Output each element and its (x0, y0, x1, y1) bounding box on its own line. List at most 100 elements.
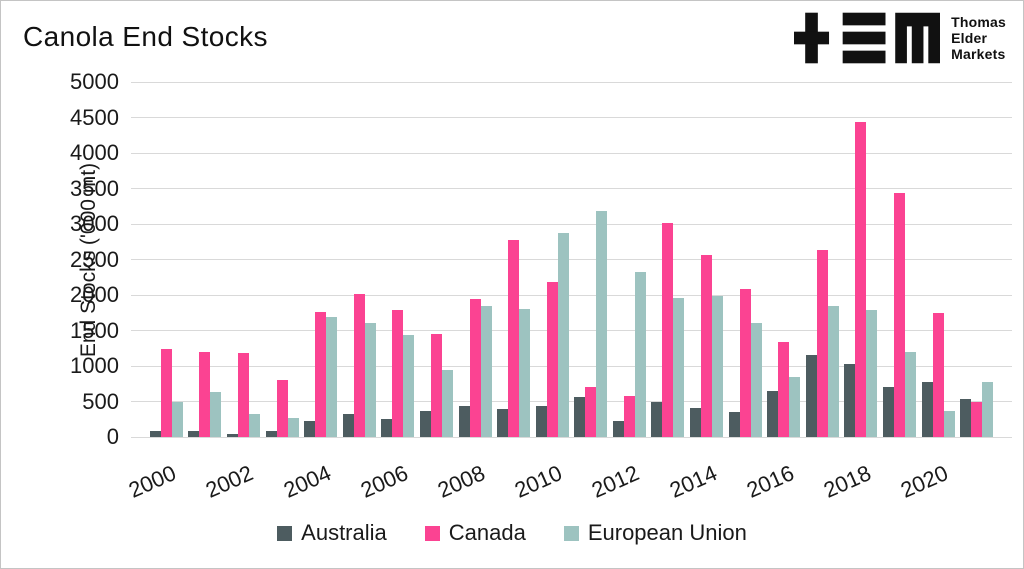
bar-group-2003 (263, 82, 302, 437)
plot-area (131, 81, 1012, 438)
gridline (131, 223, 1012, 225)
bar-group-2001 (186, 82, 225, 437)
tem-logo-text-line2: Elder (951, 30, 988, 46)
bar-australia-2003 (265, 431, 277, 437)
legend-label: European Union (587, 520, 747, 545)
x-tick-label: 2012 (588, 460, 644, 503)
bar-canada-2000 (160, 348, 172, 437)
bar-australia-2005 (342, 413, 354, 437)
x-tick-label: 2004 (279, 460, 335, 503)
bar-european-union-2019 (905, 351, 916, 437)
legend-item-canada: Canada (424, 520, 526, 546)
bar-group-2021 (957, 82, 996, 437)
gridline (131, 81, 1012, 83)
bar-canada-2011 (585, 387, 597, 437)
bar-canada-2002 (237, 352, 249, 437)
bar-australia-2015 (728, 412, 740, 437)
bar-european-union-2012 (634, 271, 646, 437)
bar-australia-2020 (921, 381, 933, 437)
bar-group-2018 (842, 82, 881, 437)
bar-european-union-2008 (480, 306, 492, 437)
bar-european-union-2001 (210, 392, 222, 437)
tem-logo-text-line3: Markets (951, 46, 1006, 62)
legend-swatch-icon (563, 525, 579, 541)
x-axis: 2000 2002 2004 2006 2008 2010 2012 2014 2016 2018… (125, 437, 1012, 507)
bar-group-2011 (572, 82, 611, 437)
bar-european-union-2021 (982, 381, 994, 437)
bar-canada-2001 (199, 351, 211, 437)
bar-canada-2015 (739, 289, 751, 437)
bar-canada-2006 (392, 309, 404, 437)
y-tick-label: 2500 (70, 246, 119, 272)
bar-canada-2019 (894, 193, 905, 437)
bar-canada-2004 (315, 312, 327, 437)
bar-australia-2010 (535, 406, 547, 437)
bar-canada-2012 (623, 395, 635, 437)
tem-logo-text-line1: Thomas (951, 14, 1006, 30)
legend-label: Canada (448, 520, 526, 545)
bar-european-union-2020 (943, 410, 955, 437)
gridline (131, 330, 1012, 331)
bar-canada-2013 (662, 223, 674, 437)
bar-australia-2000 (149, 431, 161, 437)
x-tick-label: 2018 (819, 460, 875, 503)
chart-legend: Australia Canada European Union (1, 520, 1023, 546)
bar-european-union-2004 (326, 317, 338, 437)
tem-logo-text: Thomas Elder Markets (951, 14, 1006, 62)
bar-group-2005 (340, 82, 379, 437)
bar-european-union-2013 (673, 297, 685, 437)
legend-swatch-icon (424, 525, 440, 541)
bar-australia-2019 (883, 386, 894, 437)
bar-european-union-2017 (827, 305, 839, 437)
y-tick-label: 5000 (70, 69, 119, 94)
bar-group-2004 (301, 82, 340, 437)
bar-australia-2021 (960, 399, 972, 437)
bar-australia-2017 (805, 354, 817, 437)
bar-european-union-2018 (866, 309, 878, 437)
y-tick-label: 500 (82, 388, 119, 414)
bar-group-2016 (764, 82, 803, 437)
gridline (131, 294, 1012, 296)
bar-canada-2018 (855, 121, 867, 437)
bar-group-2002 (224, 82, 263, 437)
bar-european-union-2014 (712, 296, 724, 437)
bar-group-2013 (649, 82, 688, 437)
bar-european-union-2005 (364, 323, 376, 437)
bar-australia-2002 (226, 434, 238, 437)
bar-group-2009 (494, 82, 533, 437)
legend-label: Australia (301, 520, 387, 545)
y-tick-label: 1500 (70, 317, 119, 343)
gridline (131, 117, 1012, 118)
gridline (131, 259, 1012, 260)
bar-australia-2012 (612, 420, 624, 437)
y-tick-label: 2000 (70, 282, 119, 307)
gridline (131, 365, 1012, 367)
bar-european-union-2006 (403, 334, 415, 437)
bar-canada-2017 (816, 250, 828, 437)
bar-canada-2008 (469, 299, 481, 437)
y-tick-label: 4500 (70, 104, 119, 130)
x-tick-label: 2020 (896, 460, 952, 503)
bar-group-2019 (880, 82, 919, 437)
y-tick-label: 4000 (70, 140, 119, 165)
bar-european-union-2007 (441, 369, 453, 437)
gridline (131, 188, 1012, 189)
bars-layer (131, 82, 1012, 437)
bar-canada-2005 (353, 294, 365, 437)
bar-australia-2014 (690, 407, 702, 437)
bar-australia-2006 (381, 419, 393, 437)
tem-logo-icon (794, 12, 941, 64)
bar-canada-2010 (546, 281, 558, 437)
bar-european-union-2011 (596, 210, 608, 437)
bar-group-2015 (726, 82, 765, 437)
bar-canada-2014 (701, 254, 713, 437)
bar-group-2017 (803, 82, 842, 437)
bar-australia-2001 (188, 430, 200, 437)
y-tick-label: 3500 (70, 175, 119, 201)
y-tick-label: 3000 (70, 211, 119, 236)
x-tick-label: 2002 (202, 460, 258, 503)
x-tick-label: 2010 (511, 460, 566, 503)
bar-canada-2016 (778, 341, 790, 437)
gridline (131, 152, 1012, 154)
